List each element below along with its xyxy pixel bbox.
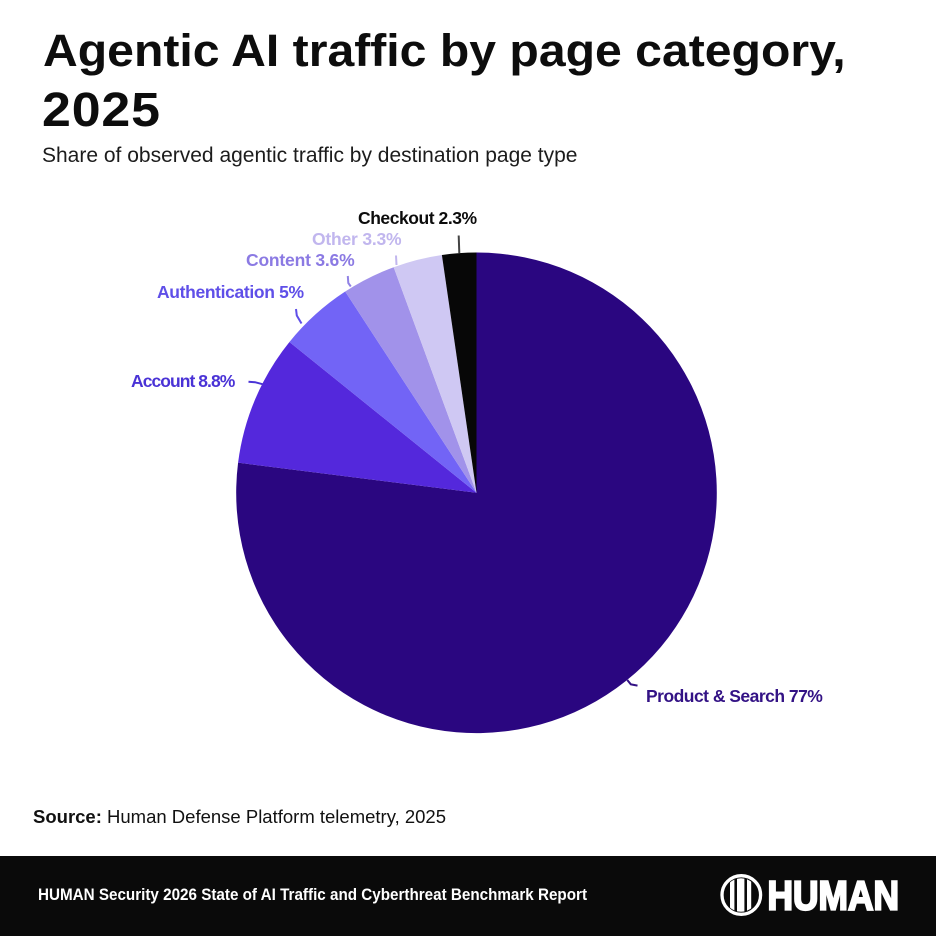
svg-text:HUMAN: HUMAN <box>768 873 900 919</box>
